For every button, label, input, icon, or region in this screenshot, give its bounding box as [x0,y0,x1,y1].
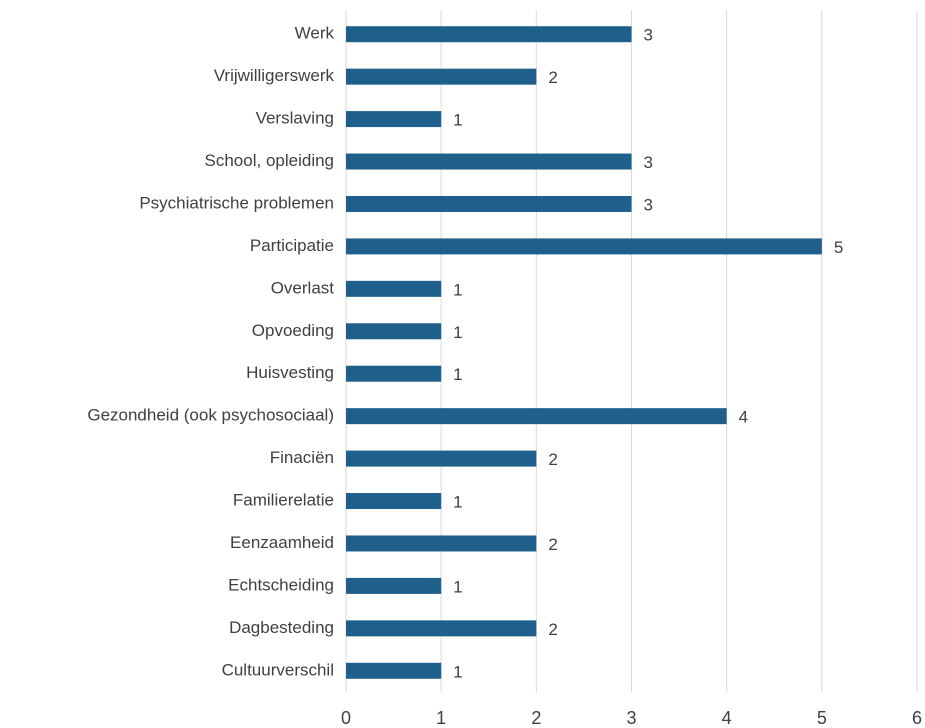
data-label: 3 [644,26,653,45]
x-tick-label: 5 [817,708,827,728]
data-label: 3 [644,153,653,172]
y-tick-label: Psychiatrische problemen [139,193,334,212]
bar [346,323,442,340]
y-tick-label: Dagbesteding [229,618,334,637]
x-tick-label: 1 [436,708,446,728]
x-tick-label: 6 [912,708,922,728]
bar [346,577,442,594]
y-tick-label: Familierelatie [233,491,334,510]
bar [346,662,442,679]
data-label: 1 [453,577,462,596]
y-tick-label: Gezondheid (ook psychosociaal) [87,406,334,425]
x-tick-label: 4 [722,708,732,728]
y-tick-label: Overlast [271,278,335,297]
x-tick-label: 0 [341,708,351,728]
bar [346,408,727,425]
y-tick-label: Vrijwilligerswerk [214,66,335,85]
y-tick-label: Werk [295,24,335,43]
y-tick-label: Opvoeding [252,321,334,340]
y-tick-label: Cultuurverschil [222,660,334,679]
bar [346,26,632,43]
y-tick-label: Huisvesting [246,363,334,382]
data-label: 3 [644,195,653,214]
data-label: 1 [453,493,462,512]
data-label: 1 [453,280,462,299]
data-label: 5 [834,238,843,257]
bar [346,450,537,467]
data-label: 1 [453,111,462,130]
data-label: 1 [453,662,462,681]
bar [346,620,537,637]
x-tick-label: 3 [626,708,636,728]
bar [346,365,442,382]
bar [346,238,822,255]
y-tick-label: Echtscheiding [228,575,334,594]
y-tick-label: Eenzaamheid [230,533,334,552]
data-label: 2 [548,620,557,639]
y-tick-label: School, opleiding [205,151,334,170]
data-label: 1 [453,365,462,384]
bar [346,280,442,297]
bar [346,195,632,212]
bar [346,153,632,170]
y-tick-label: Verslaving [256,109,334,128]
data-label: 2 [548,450,557,469]
y-tick-label: Participatie [250,236,334,255]
bar [346,535,537,552]
data-label: 1 [453,323,462,342]
data-label: 4 [739,408,748,427]
bar [346,68,537,85]
data-label: 2 [548,535,557,554]
data-label: 2 [548,68,557,87]
y-tick-label: Finaciën [270,448,334,467]
x-tick-label: 2 [531,708,541,728]
bar [346,493,442,510]
bar [346,111,442,128]
